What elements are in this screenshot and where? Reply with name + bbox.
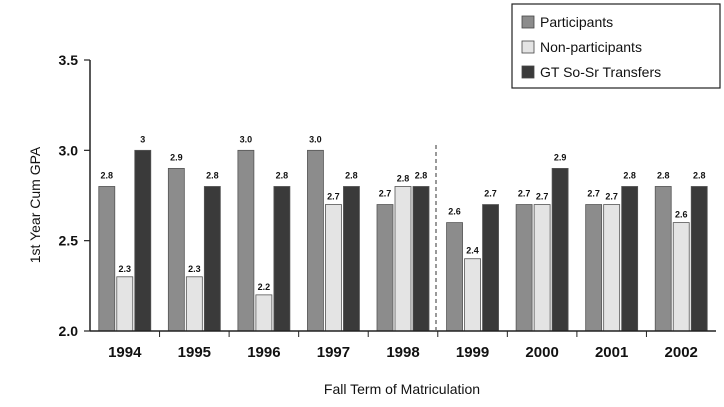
data-label: 3: [140, 134, 145, 144]
x-tick-label: 1999: [456, 344, 489, 361]
bar: [134, 149, 152, 332]
bar: [167, 167, 185, 332]
data-label: 2.9: [170, 152, 183, 162]
data-label: 2.3: [119, 264, 132, 274]
data-label: 2.8: [623, 170, 636, 180]
bar: [533, 204, 551, 332]
bar: [690, 186, 708, 332]
bar: [621, 186, 639, 332]
legend-entry-label: Participants: [540, 14, 613, 30]
bar: [394, 186, 412, 332]
x-tick-label: 1995: [178, 344, 211, 361]
data-label: 2.4: [466, 246, 479, 256]
bar: [482, 204, 499, 332]
bar: [343, 186, 360, 332]
data-label: 2.8: [693, 170, 706, 180]
x-axis: 1994 1995 1996 1997 1998 1999 2000 2001 2002: [90, 330, 716, 361]
bar: [376, 204, 394, 332]
x-tick-label: 1997: [317, 344, 350, 361]
data-label: 2.7: [484, 189, 497, 199]
bar: [255, 294, 273, 332]
y-tick-label: 3.0: [59, 142, 79, 158]
legend-entry-label: GT So-Sr Transfers: [540, 64, 661, 80]
bar: [237, 149, 255, 332]
data-label: 2.7: [379, 189, 392, 199]
legend-entry-label: Non-participants: [540, 39, 642, 55]
x-tick-label: 1994: [108, 344, 142, 361]
data-label: 2.8: [206, 170, 219, 180]
legend-swatch: [521, 65, 535, 79]
data-label: 2.7: [518, 189, 531, 199]
legend: Participants Non-participants GT So-Sr Tra…: [511, 3, 721, 89]
bar: [551, 167, 569, 332]
legend-swatch: [521, 40, 535, 54]
data-label: 2.7: [536, 192, 549, 202]
legend-swatch: [521, 15, 535, 29]
x-tick-label: 1996: [247, 344, 280, 361]
bar: [203, 186, 221, 332]
data-label: 2.7: [587, 189, 600, 199]
x-tick-label: 2002: [665, 344, 698, 361]
bar: [307, 149, 324, 332]
legend-box: [511, 3, 721, 89]
data-label: 2.8: [657, 170, 670, 180]
data-labels-group: 2.8 2.3 3 2.9 2.3 2.8 3.0 2.2 2.8 3.0 2.7 2.8 2.7 2.8…: [101, 134, 706, 292]
bar: [98, 186, 116, 332]
bar: [654, 186, 672, 332]
data-label: 2.7: [327, 192, 340, 202]
bar: [185, 276, 203, 332]
bar: [603, 204, 621, 332]
x-tick-label: 2000: [525, 344, 558, 361]
x-tick-label: 2001: [595, 344, 628, 361]
data-label: 3.0: [309, 134, 322, 144]
y-tick-label: 2.0: [59, 323, 79, 339]
bar: [325, 204, 342, 332]
data-label: 3.0: [240, 134, 253, 144]
data-label: 2.8: [397, 173, 410, 183]
data-label: 2.8: [415, 170, 428, 180]
bar: [116, 276, 134, 332]
x-axis-title: Fall Term of Matriculation: [324, 381, 480, 397]
data-label: 2.8: [101, 170, 114, 180]
data-label: 2.8: [345, 170, 358, 180]
bar: [446, 222, 463, 332]
bar: [412, 186, 430, 332]
y-axis-title: 1st Year Cum GPA: [27, 146, 43, 263]
bar: [273, 186, 291, 332]
data-label: 2.6: [448, 207, 461, 217]
x-tick-label: 1998: [386, 344, 419, 361]
bar: [464, 258, 481, 332]
data-label: 2.3: [188, 264, 201, 274]
data-label: 2.9: [554, 152, 567, 162]
data-label: 2.2: [258, 282, 271, 292]
data-label: 2.6: [675, 210, 688, 220]
data-label: 2.7: [605, 192, 618, 202]
y-tick-label: 2.5: [59, 233, 79, 249]
bar: [515, 204, 533, 332]
y-tick-label: 3.5: [59, 52, 79, 68]
data-label: 2.8: [276, 170, 289, 180]
bar: [585, 204, 603, 332]
y-axis: 2.0 2.5 3.0 3.5: [59, 52, 91, 339]
bar: [672, 222, 690, 332]
